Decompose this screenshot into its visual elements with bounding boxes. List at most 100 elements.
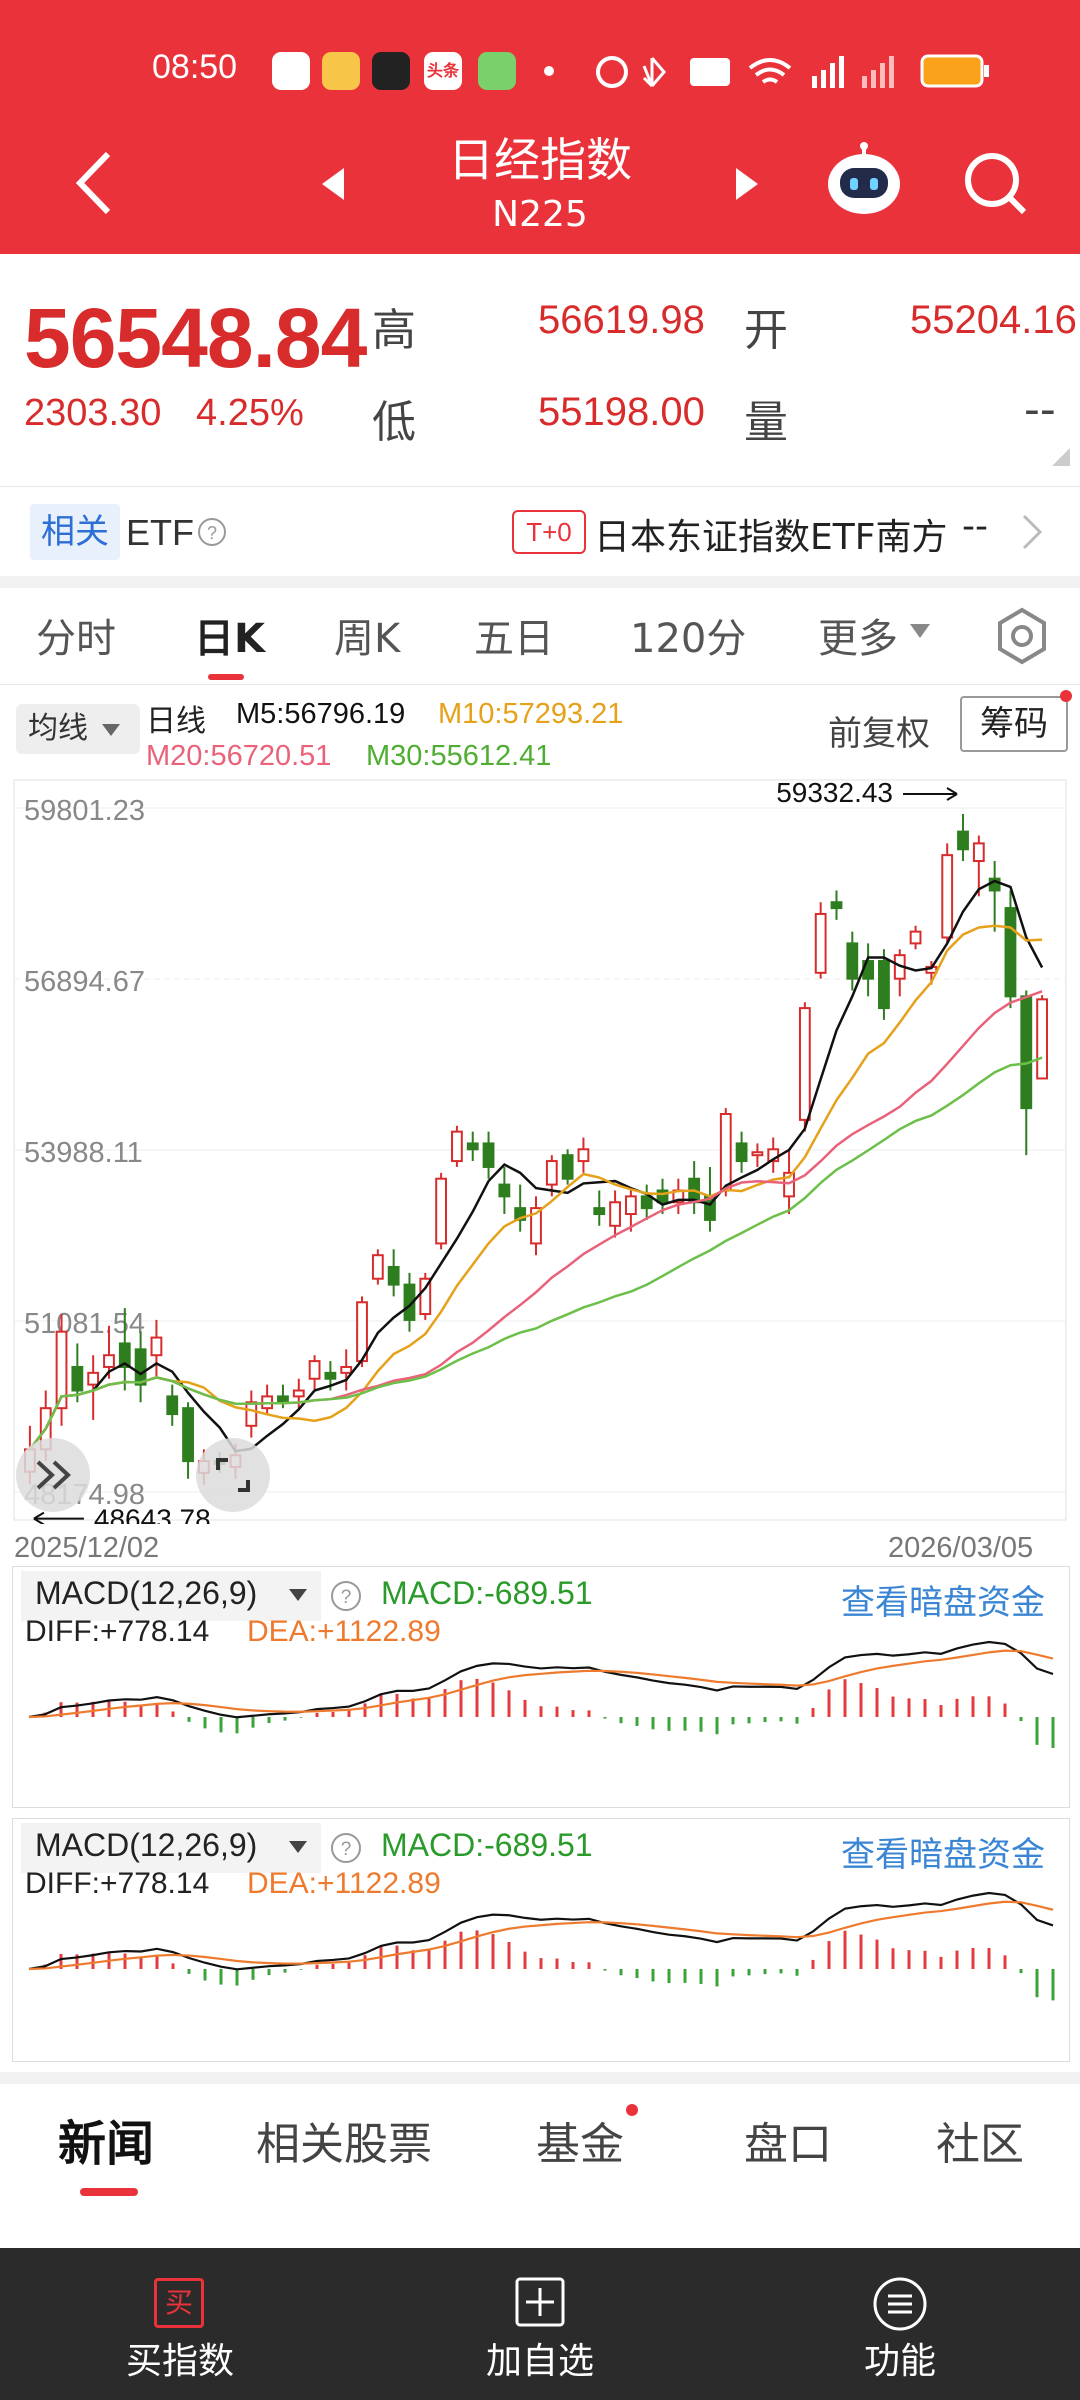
chevron-right-icon[interactable] bbox=[1020, 512, 1044, 552]
candle-body bbox=[640, 1195, 653, 1210]
candle-body bbox=[387, 1265, 400, 1286]
macd-chart bbox=[28, 1640, 1055, 1748]
candle-body bbox=[292, 1389, 305, 1398]
etf-value: -- bbox=[962, 506, 988, 547]
divider bbox=[0, 684, 1080, 685]
candle-body bbox=[830, 901, 843, 910]
macd-label: MACD(12,26,9) bbox=[35, 1827, 258, 1863]
candle-body bbox=[245, 1401, 258, 1427]
candle-body bbox=[751, 1151, 764, 1157]
macd-panel-2: MACD(12,26,9) ? MACD:-689.51 查看暗盘资金 DIFF… bbox=[12, 1818, 1070, 2062]
max-price-label: 59332.43 bbox=[776, 777, 893, 808]
double-chevron-icon bbox=[36, 1460, 71, 1490]
settings-icon[interactable] bbox=[994, 606, 1050, 666]
candle-body bbox=[277, 1395, 289, 1404]
candle-body bbox=[941, 854, 954, 939]
tab-five-day[interactable]: 五日 bbox=[474, 616, 554, 662]
functions-button[interactable]: 功能 bbox=[720, 2266, 1080, 2386]
dark-pool-link[interactable]: 查看暗盘资金 bbox=[841, 1835, 1045, 1875]
tab-120min[interactable]: 120分 bbox=[630, 616, 747, 662]
x-end-date: 2026/03/05 bbox=[888, 1532, 1034, 1564]
macd-dropdown-icon bbox=[289, 1841, 307, 1853]
candle-body bbox=[466, 1142, 479, 1151]
add-watchlist-button[interactable]: 加自选 bbox=[360, 2266, 720, 2386]
candle-body bbox=[182, 1407, 194, 1463]
chips-button[interactable]: 筹码 bbox=[960, 696, 1068, 752]
candle-body bbox=[87, 1371, 100, 1386]
adjust-mode[interactable]: 前复权 bbox=[828, 714, 930, 754]
macd-dropdown-icon bbox=[289, 1589, 307, 1601]
expand-icon bbox=[216, 1458, 250, 1492]
volume-label: 量 bbox=[744, 397, 788, 448]
candle-body bbox=[783, 1171, 795, 1198]
tab-intraday[interactable]: 分时 bbox=[36, 616, 116, 662]
kline-chart[interactable]: 59801.2356894.6753988.1151081.5448174.98… bbox=[0, 774, 1080, 1524]
macd-panel-1: MACD(12,26,9) ? MACD:-689.51 查看暗盘资金 DIFF… bbox=[12, 1566, 1070, 1808]
tab-news[interactable]: 新闻 bbox=[58, 2116, 155, 2172]
open-label: 开 bbox=[744, 305, 788, 356]
price-change: 2303.30 bbox=[24, 392, 162, 434]
candle-body bbox=[435, 1177, 448, 1245]
candle-body bbox=[340, 1365, 353, 1374]
functions-label: 功能 bbox=[863, 2341, 936, 2382]
funds-dot bbox=[626, 2104, 638, 2116]
y-tick-label: 53988.11 bbox=[24, 1137, 143, 1169]
dea-value: DEA:+1122.89 bbox=[247, 1615, 441, 1648]
status-time: 08:50 bbox=[152, 48, 238, 86]
back-icon[interactable] bbox=[70, 148, 120, 218]
macd-value: MACD:-689.51 bbox=[381, 1575, 593, 1611]
macd-select[interactable] bbox=[21, 1571, 321, 1621]
ma5-line bbox=[28, 879, 1044, 1453]
ma30-value: M30:55612.41 bbox=[366, 740, 552, 772]
candle-body bbox=[371, 1254, 384, 1280]
y-tick-label: 51081.54 bbox=[24, 1308, 145, 1340]
price-change-pct: 4.25% bbox=[196, 392, 304, 434]
tab-order-book[interactable]: 盘口 bbox=[744, 2119, 832, 2170]
tab-active-indicator bbox=[208, 674, 244, 680]
corner-triangle-icon bbox=[1052, 448, 1070, 466]
candle-body bbox=[545, 1160, 558, 1186]
low-value: 55198.00 bbox=[538, 390, 705, 434]
ma-type-select[interactable]: 均线 bbox=[16, 704, 140, 754]
diff-line bbox=[28, 1891, 1054, 1971]
tab-related-stocks[interactable]: 相关股票 bbox=[256, 2119, 432, 2170]
prev-index-icon[interactable] bbox=[318, 164, 348, 204]
candle-body bbox=[878, 960, 890, 1010]
candle-body bbox=[798, 1007, 811, 1121]
candle-body bbox=[482, 1142, 495, 1168]
fullscreen-button[interactable] bbox=[196, 1438, 270, 1512]
dark-pool-link[interactable]: 查看暗盘资金 bbox=[841, 1583, 1045, 1623]
buy-index-button[interactable]: 买 买指数 bbox=[0, 2266, 360, 2386]
candle-body bbox=[498, 1183, 511, 1198]
help-icon[interactable]: ? bbox=[196, 516, 228, 548]
macd-chart bbox=[28, 1891, 1055, 2001]
tab-daily-k[interactable]: 日K bbox=[194, 616, 265, 662]
candle-body bbox=[419, 1277, 432, 1316]
tab-funds[interactable]: 基金 bbox=[536, 2119, 624, 2170]
tab-weekly-k[interactable]: 周K bbox=[334, 616, 401, 662]
tab-community[interactable]: 社区 bbox=[936, 2119, 1024, 2170]
top-header: 08:50 头条 日经指数 N225 bbox=[0, 0, 1080, 254]
svg-text:?: ? bbox=[207, 523, 217, 543]
buy-index-label: 买指数 bbox=[125, 2341, 234, 2382]
macd-select[interactable] bbox=[21, 1823, 321, 1873]
help-icon[interactable]: ? bbox=[329, 1831, 363, 1865]
search-icon[interactable] bbox=[960, 148, 1030, 218]
help-icon[interactable]: ? bbox=[329, 1579, 363, 1613]
dropdown-arrow-icon[interactable] bbox=[908, 622, 932, 642]
candle-body bbox=[909, 930, 922, 945]
svg-text:?: ? bbox=[341, 1839, 352, 1860]
etf-name[interactable]: 日本东证指数ETF南方 bbox=[594, 517, 948, 558]
tab-more[interactable]: 更多 bbox=[818, 616, 898, 662]
candle-body bbox=[1004, 907, 1017, 998]
notify-dot bbox=[1060, 690, 1072, 702]
max-arrow-head bbox=[946, 787, 958, 801]
news-tab-indicator bbox=[80, 2188, 138, 2196]
candle-body bbox=[609, 1201, 621, 1227]
t0-badge: T+0 bbox=[512, 510, 586, 554]
robot-assistant-icon[interactable] bbox=[822, 142, 906, 218]
index-code: N225 bbox=[492, 194, 588, 235]
next-index-icon[interactable] bbox=[732, 164, 762, 204]
toutiao-icon: 头条 bbox=[424, 52, 462, 90]
related-tag: 相关 bbox=[30, 504, 120, 560]
